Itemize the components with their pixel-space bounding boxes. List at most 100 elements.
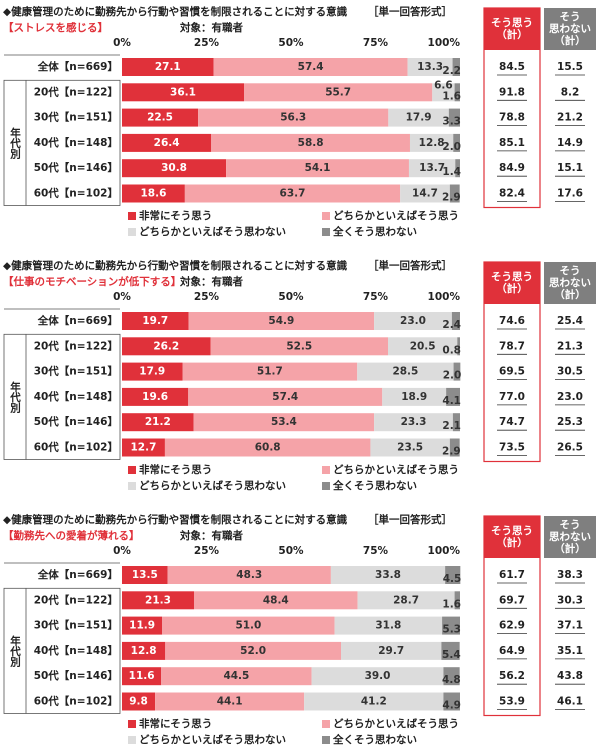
bar-segment xyxy=(193,591,358,610)
value-label: 13.3 xyxy=(417,61,443,73)
total-value: 74.7 xyxy=(499,416,525,428)
total-value: 56.2 xyxy=(499,670,525,682)
bar-segment xyxy=(122,667,162,686)
legend-label: どちらかといえばそう思わない xyxy=(139,225,286,238)
total-header-label: （計） xyxy=(554,34,586,47)
value-label: 22.5 xyxy=(147,112,173,124)
bar-segment xyxy=(122,133,212,152)
legend-swatch xyxy=(128,482,136,490)
legend-label: どちらかといえばそう思う xyxy=(333,463,459,476)
total-header xyxy=(544,8,596,50)
value-label: 9.8 xyxy=(129,696,148,708)
category-label: 20代【n=122】 xyxy=(34,593,118,606)
value-label: 2.4 xyxy=(442,319,461,331)
category-label: 50代【n=146】 xyxy=(34,161,118,174)
value-label: 29.7 xyxy=(378,645,404,657)
bar-segment xyxy=(122,566,168,584)
bar-segment xyxy=(122,83,245,102)
legend-label: どちらかといえばそう思わない xyxy=(139,733,286,746)
bar-segment xyxy=(122,159,227,178)
bar-segment xyxy=(198,108,389,127)
total-value: 61.7 xyxy=(499,569,525,581)
value-label: 21.2 xyxy=(145,416,171,428)
value-label: 21.3 xyxy=(145,594,171,606)
value-label: 2.1 xyxy=(442,420,461,432)
bar-segment xyxy=(211,133,410,152)
total-value: 17.6 xyxy=(557,188,583,200)
bar-segment xyxy=(122,692,156,711)
bar-segment xyxy=(122,591,194,610)
value-label: 52.0 xyxy=(240,645,266,657)
chart-panel: ◆健康管理のために勤務先から行動や習慣を制限されることに対する意識 ［単一回答形式… xyxy=(3,513,596,746)
value-label: 2.9 xyxy=(442,446,461,458)
value-label: 13.5 xyxy=(132,569,158,581)
total-header-label: そう思う xyxy=(491,17,533,29)
x-tick-label: 50% xyxy=(278,291,304,303)
bar-segment xyxy=(388,108,449,127)
total-value: 82.4 xyxy=(499,188,525,200)
value-label: 44.1 xyxy=(217,696,243,708)
total-value: 84.9 xyxy=(499,162,525,174)
bar-segment xyxy=(443,692,460,711)
x-tick-label: 100% xyxy=(428,291,461,303)
bar-segment xyxy=(334,616,443,635)
chart-subtitle: 【勤務先への愛着が薄れる】 xyxy=(3,529,140,542)
bar-segment xyxy=(122,616,163,635)
total-header-label: そう xyxy=(560,265,581,277)
value-label: 33.8 xyxy=(375,569,401,581)
category-label: 全体【n=669】 xyxy=(37,568,118,581)
bar-segment xyxy=(162,616,335,635)
total-value: 15.5 xyxy=(557,61,583,73)
bar-segment xyxy=(122,362,183,381)
value-label: 48.4 xyxy=(263,594,289,606)
total-header-label: （計） xyxy=(496,536,528,549)
bar-segment xyxy=(449,438,460,457)
bar-segment xyxy=(449,184,460,203)
total-header xyxy=(544,516,596,558)
value-label: 36.1 xyxy=(170,86,196,98)
bar-segment xyxy=(448,108,460,127)
total-value: 25.4 xyxy=(557,315,583,327)
bar-segment xyxy=(122,438,165,457)
total-header-label: そう思う xyxy=(491,525,533,537)
legend-swatch xyxy=(322,482,330,490)
group-box xyxy=(3,587,121,714)
value-label: 63.7 xyxy=(280,188,306,200)
bar-segment xyxy=(210,337,389,356)
chart-title: ◆健康管理のために勤務先から行動や習慣を制限されることに対する意識 xyxy=(3,5,348,18)
bar-segment xyxy=(408,159,456,178)
value-label: 55.7 xyxy=(325,86,351,98)
bar-segment xyxy=(167,566,331,584)
bar-segment xyxy=(122,641,166,660)
chart-note: 対象：有職者 xyxy=(179,275,243,288)
total-header-label: （計） xyxy=(554,542,586,555)
total-value: 25.3 xyxy=(557,416,583,428)
bar-segment xyxy=(452,413,460,432)
legend-swatch xyxy=(322,228,330,236)
x-tick-label: 75% xyxy=(363,37,389,49)
value-label: 44.5 xyxy=(223,670,249,682)
legend-label: 全くそう思わない xyxy=(332,225,417,238)
total-frame xyxy=(483,261,541,463)
bar-segment xyxy=(164,438,371,457)
total-value: 73.5 xyxy=(499,442,525,454)
legend-label: 非常にそう思う xyxy=(139,463,212,476)
total-value: 64.9 xyxy=(499,645,525,657)
bar-segment xyxy=(400,184,450,203)
value-label: 2.9 xyxy=(442,192,461,204)
total-value: 74.6 xyxy=(499,315,525,327)
total-value: 23.0 xyxy=(557,391,583,403)
total-value: 38.3 xyxy=(557,569,583,581)
bar-segment xyxy=(443,667,460,686)
bar-segment xyxy=(341,641,442,660)
value-label: 20.5 xyxy=(410,340,436,352)
x-tick-label: 25% xyxy=(194,291,220,303)
answer-format: ［単一回答形式］ xyxy=(368,259,452,272)
total-header-label: （計） xyxy=(554,288,586,301)
category-label: 30代【n=151】 xyxy=(34,619,118,632)
total-value: 78.8 xyxy=(499,112,525,124)
bar-segment xyxy=(357,362,454,381)
value-label: 19.6 xyxy=(142,391,168,403)
bar-segment xyxy=(122,337,211,356)
value-label: 51.7 xyxy=(257,366,283,378)
